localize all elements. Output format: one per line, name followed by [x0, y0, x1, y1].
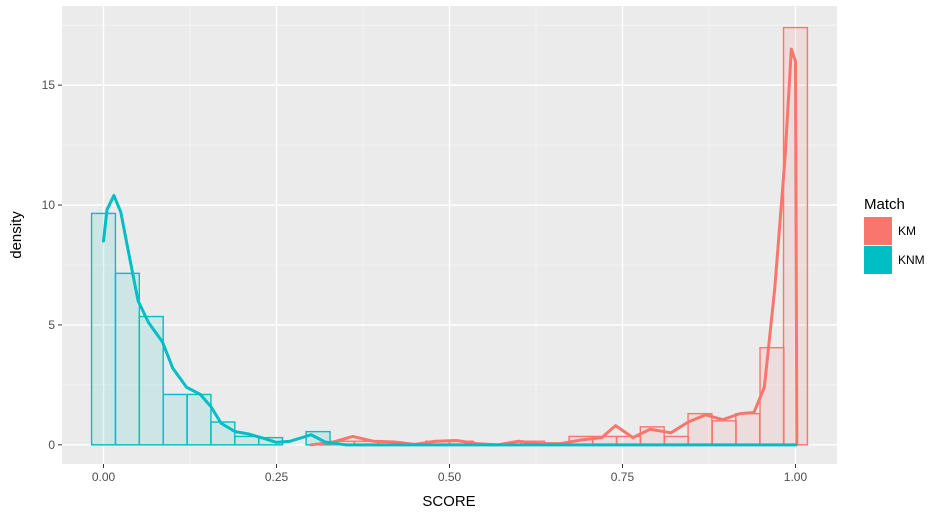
legend-label-knm: KNM — [898, 253, 925, 267]
histogram-bar-km — [711, 420, 737, 446]
y-tick-label: 0 — [48, 438, 55, 452]
y-tick-label: 10 — [42, 198, 56, 212]
histogram-bar-knm — [138, 315, 164, 446]
legend: Match KM KNM — [864, 196, 925, 274]
x-tick-label: 0.50 — [438, 470, 462, 484]
x-tick-label: 1.00 — [784, 470, 808, 484]
y-tick-label: 15 — [42, 78, 56, 92]
x-axis: 0.00 0.25 0.50 0.75 1.00 — [92, 464, 808, 484]
histogram-bar-km — [759, 347, 785, 446]
legend-key-km — [864, 217, 892, 245]
legend-title: Match — [864, 196, 905, 213]
legend-label-km: KM — [898, 224, 916, 238]
density-curve-knm — [102, 193, 797, 447]
x-tick-label: 0.75 — [611, 470, 635, 484]
y-tick-label: 5 — [48, 318, 55, 332]
histogram-bar-km — [735, 412, 761, 446]
x-axis-title: SCORE — [422, 493, 475, 510]
y-axis-title: density — [8, 211, 25, 259]
histogram-bar-knm — [90, 212, 117, 446]
histogram-bar-knm — [162, 393, 188, 446]
x-tick-label: 0.00 — [92, 470, 116, 484]
legend-key-knm — [864, 246, 892, 274]
y-axis: 0 5 10 15 — [42, 78, 62, 452]
histogram-bar-knm — [114, 272, 141, 446]
density-curves — [102, 47, 799, 447]
x-tick-label: 0.25 — [265, 470, 289, 484]
histogram-bar-knm — [234, 435, 260, 446]
